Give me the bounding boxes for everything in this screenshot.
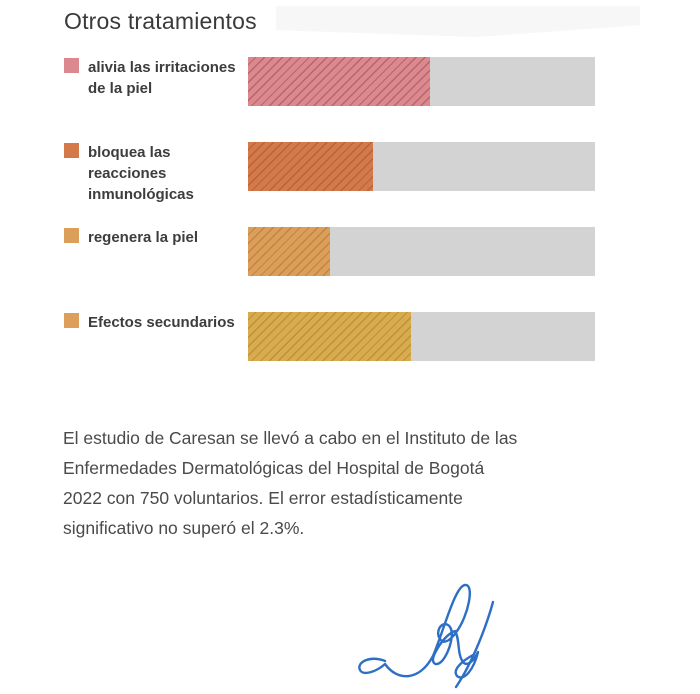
footnote-line: Enfermedades Dermatológicas del Hospital… [63,458,485,478]
bar-track [248,57,595,106]
legend-item: bloquea las reacciones inmunológicas [64,142,248,205]
bar-track [248,227,595,276]
bar-track [248,312,595,361]
bar-label: alivia las irritaciones de la piel [88,59,236,97]
legend-swatch-icon [64,313,79,328]
footnote-line: El estudio de Caresan se llevó a cabo en… [63,428,518,448]
legend-swatch-icon [64,143,79,158]
chart-row: alivia las irritaciones de la piel [64,57,595,106]
bar-fill [248,57,431,106]
chart-row: bloquea las reacciones inmunológicas [64,142,595,203]
footnote-line: significativo no superó el 2.3%. [63,518,305,538]
chart-row: Efectos secundarios [64,312,595,361]
bar-label: regenera la piel [88,229,199,246]
bar-label: bloquea las reacciones inmunológicas [88,144,194,203]
title-highlight-band [276,6,640,37]
bar-track [248,142,595,191]
legend-swatch-icon [64,58,79,73]
signature [345,570,555,694]
legend-item: regenera la piel [64,227,248,248]
signature-icon [358,583,495,689]
legend-item: alivia las irritaciones de la piel [64,57,248,99]
study-footnote: El estudio de Caresan se llevó a cabo en… [63,423,517,543]
legend-item: Efectos secundarios [64,312,248,333]
bar-fill [248,227,330,276]
page-title: Otros tratamientos [64,8,257,34]
footnote-line: 2022 con 750 voluntarios. El error estad… [63,488,463,508]
bar-fill [248,312,412,361]
bar-label: Efectos secundarios [88,314,235,331]
bar-fill [248,142,373,191]
chart-row: regenera la piel [64,227,595,276]
legend-swatch-icon [64,228,79,243]
bar-chart: alivia las irritaciones de la piel bloqu… [64,57,595,397]
